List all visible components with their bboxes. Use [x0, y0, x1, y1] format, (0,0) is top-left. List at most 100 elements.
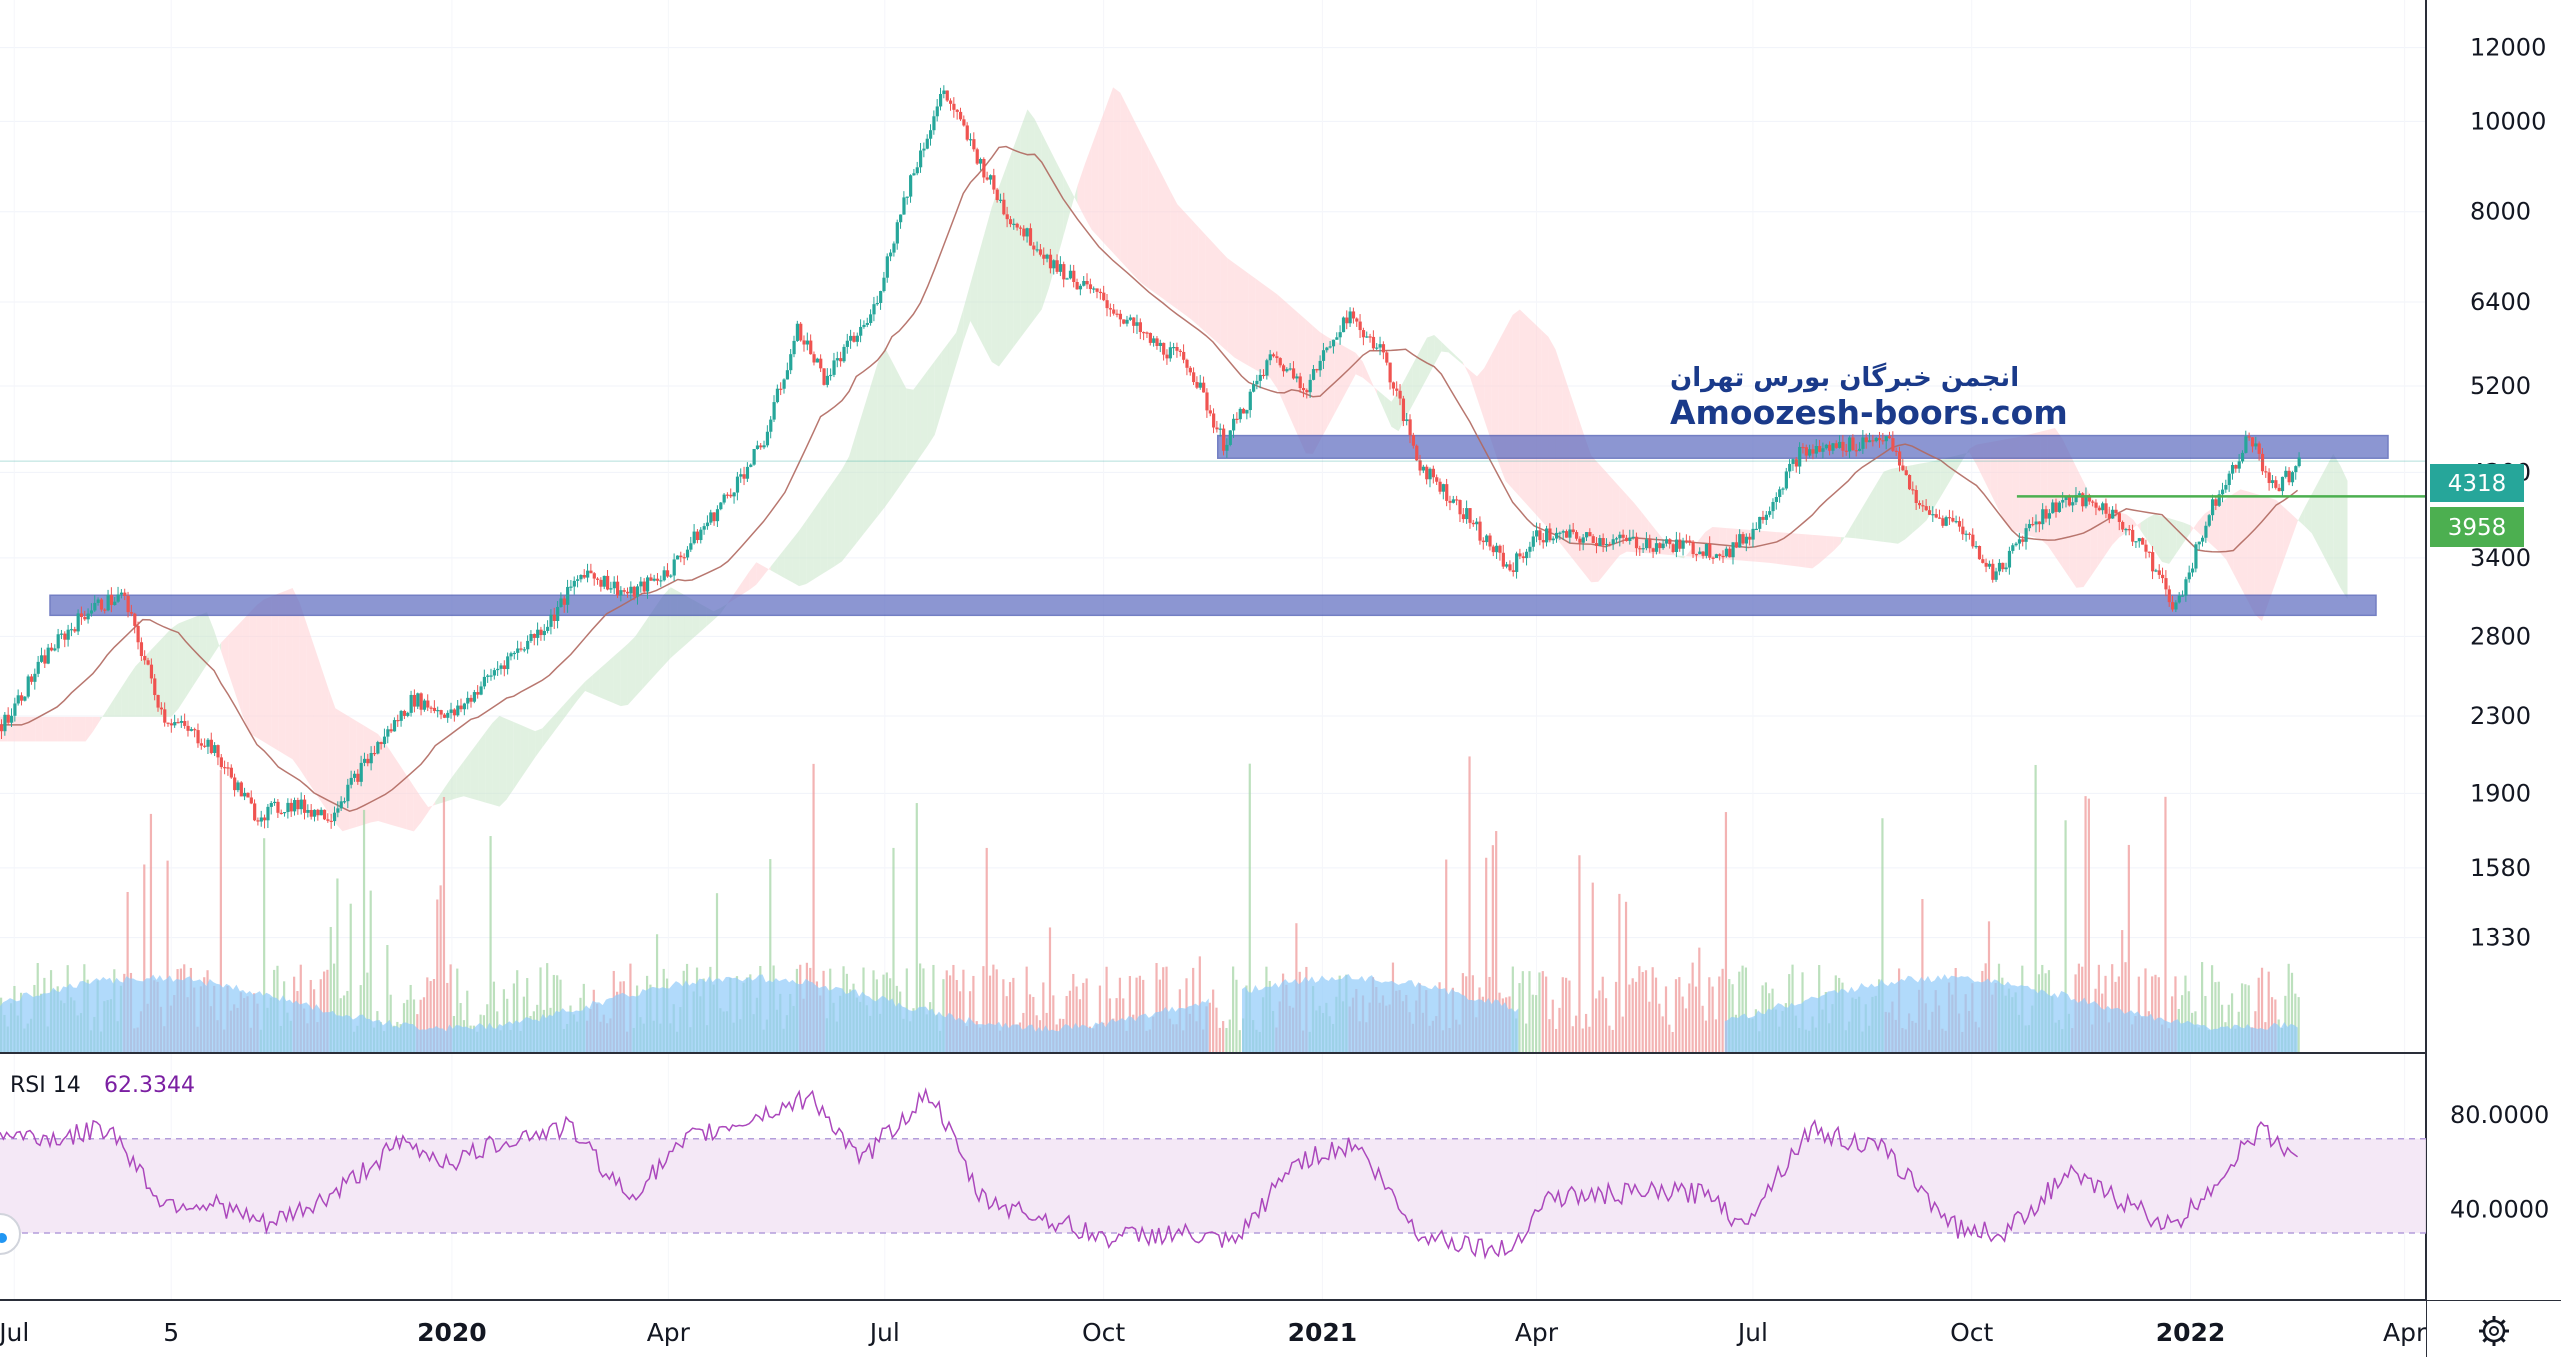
candle-body — [602, 575, 606, 587]
volume-bar — [1078, 999, 1082, 1052]
candle-body — [2001, 562, 2005, 570]
candle-body — [869, 314, 873, 324]
candle-body — [965, 125, 969, 140]
candle-body — [342, 801, 347, 803]
candle-body — [982, 159, 986, 178]
candle-body — [712, 512, 716, 522]
candle-body — [249, 797, 253, 804]
volume-bar — [1468, 756, 1471, 1052]
price-axis[interactable] — [2427, 0, 2561, 1300]
candle-body — [652, 578, 656, 581]
candle-body — [213, 745, 217, 753]
cloud-segment — [142, 651, 150, 717]
cloud-segment — [264, 596, 272, 747]
candle-body — [732, 492, 736, 497]
volume-bar — [1668, 1024, 1671, 1052]
candle-body — [1631, 536, 1635, 538]
volume-bar — [349, 903, 352, 1052]
volume-bar — [1664, 986, 1668, 1052]
candle-body — [1774, 497, 1778, 502]
cloud-segment — [513, 722, 521, 789]
volume-bar — [126, 891, 129, 1052]
candle-body — [645, 577, 650, 592]
volume-bar — [1005, 996, 1008, 1052]
candle-body — [1761, 516, 1765, 520]
candle-body — [476, 692, 480, 695]
candle-body — [1611, 539, 1615, 545]
candle-body — [2087, 495, 2091, 502]
candle-body — [629, 586, 633, 594]
candle-body — [442, 714, 447, 718]
cloud-segment — [2340, 465, 2348, 600]
candle-body — [1927, 510, 1932, 515]
volume-bar — [1594, 998, 1598, 1052]
candle-body — [86, 613, 90, 620]
cloud-segment — [906, 388, 914, 477]
candle-body — [1242, 408, 1246, 414]
candle-body — [2104, 503, 2108, 514]
candle-body — [486, 675, 490, 677]
candle-body — [1245, 410, 1249, 414]
volume-bar — [386, 945, 389, 1052]
candle-body — [958, 111, 963, 120]
candle-body — [919, 150, 923, 168]
volume-bar — [1518, 983, 1521, 1052]
candle-body — [549, 614, 553, 627]
candle-body — [1135, 322, 1139, 326]
cloud-segment — [970, 258, 978, 335]
candle-body — [1465, 508, 1469, 520]
cloud-segment — [1284, 300, 1292, 421]
candle-body — [2194, 544, 2198, 569]
candle-body — [2061, 500, 2065, 503]
candle-body — [69, 629, 74, 631]
candle-body — [2011, 545, 2015, 551]
time-axis[interactable] — [0, 1301, 2426, 1357]
cloud-segment — [1491, 341, 1499, 463]
candle-body — [196, 730, 200, 744]
volume-bar — [1684, 1008, 1688, 1052]
candle-body — [159, 707, 164, 710]
candle-body — [1145, 332, 1149, 334]
candle-body — [948, 100, 953, 104]
candle-body — [1984, 562, 1988, 567]
candle-body — [885, 256, 889, 278]
candle-body — [1445, 484, 1449, 501]
candle-body — [2047, 513, 2052, 519]
candle-body — [2294, 466, 2298, 473]
candle-body — [139, 642, 144, 656]
candle-body — [929, 130, 933, 139]
cloud-segment — [841, 456, 850, 562]
candle-body — [1897, 451, 1902, 466]
candle-body — [675, 555, 680, 560]
candle-body — [2250, 437, 2255, 447]
settings-gear-icon[interactable] — [2479, 1316, 2509, 1346]
candle-body — [1525, 551, 1529, 559]
candle-body — [905, 196, 909, 198]
volume-bar — [492, 981, 496, 1052]
volume-bar — [419, 999, 422, 1052]
cloud-segment — [1812, 534, 1820, 569]
cloud-segment — [1612, 479, 1620, 565]
candle-body — [1288, 368, 1292, 370]
cloud-segment — [378, 734, 386, 824]
cloud-segment — [492, 715, 500, 807]
cloud-segment — [1184, 211, 1192, 320]
candle-body — [1964, 533, 1968, 535]
candle-body — [509, 653, 513, 657]
candle-body — [1405, 419, 1409, 422]
candle-body — [1468, 508, 1472, 523]
scroll-handle[interactable] — [0, 1213, 21, 1255]
candle-body — [1078, 285, 1083, 290]
candle-body — [729, 494, 733, 497]
cloud-segment — [1947, 455, 1956, 485]
cloud-segment — [891, 361, 900, 498]
cloud-segment — [2062, 438, 2070, 578]
candle-body — [1917, 502, 1922, 506]
cloud-segment — [927, 361, 935, 447]
volume-bar — [2217, 981, 2220, 1052]
candle-body — [2137, 538, 2141, 542]
cloud-segment — [2297, 507, 2305, 527]
rsi-panel — [0, 1087, 2426, 1260]
candle-body — [1515, 553, 1519, 572]
candle-body — [203, 745, 207, 747]
